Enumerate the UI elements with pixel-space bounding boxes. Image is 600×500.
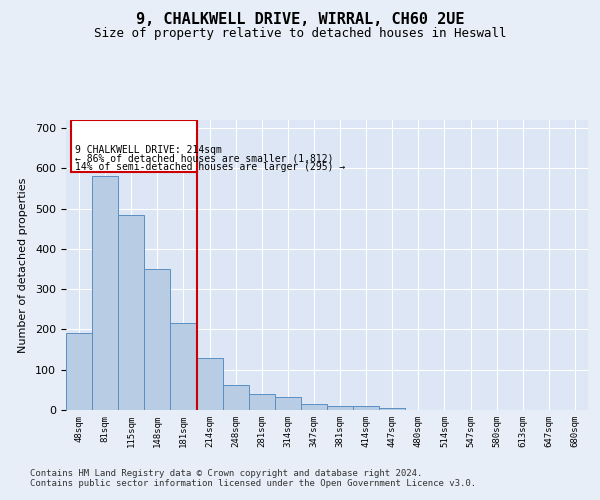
Bar bbox=[379, 408, 406, 410]
Text: Contains HM Land Registry data © Crown copyright and database right 2024.: Contains HM Land Registry data © Crown c… bbox=[30, 468, 422, 477]
Bar bbox=[301, 404, 327, 410]
Bar bbox=[249, 394, 275, 410]
Text: 9, CHALKWELL DRIVE, WIRRAL, CH60 2UE: 9, CHALKWELL DRIVE, WIRRAL, CH60 2UE bbox=[136, 12, 464, 28]
Text: 14% of semi-detached houses are larger (295) →: 14% of semi-detached houses are larger (… bbox=[75, 162, 346, 172]
Bar bbox=[145, 269, 170, 410]
FancyBboxPatch shape bbox=[71, 120, 197, 172]
Bar bbox=[118, 214, 145, 410]
Bar bbox=[275, 396, 301, 410]
Text: Contains public sector information licensed under the Open Government Licence v3: Contains public sector information licen… bbox=[30, 478, 476, 488]
Bar bbox=[353, 406, 379, 410]
Bar bbox=[170, 324, 197, 410]
Bar bbox=[92, 176, 118, 410]
Bar bbox=[327, 406, 353, 410]
Bar bbox=[66, 334, 92, 410]
Bar bbox=[197, 358, 223, 410]
Bar bbox=[223, 385, 249, 410]
Text: ← 86% of detached houses are smaller (1,812): ← 86% of detached houses are smaller (1,… bbox=[75, 153, 334, 163]
Y-axis label: Number of detached properties: Number of detached properties bbox=[18, 178, 28, 352]
Text: Size of property relative to detached houses in Heswall: Size of property relative to detached ho… bbox=[94, 28, 506, 40]
Text: 9 CHALKWELL DRIVE: 214sqm: 9 CHALKWELL DRIVE: 214sqm bbox=[75, 145, 222, 155]
